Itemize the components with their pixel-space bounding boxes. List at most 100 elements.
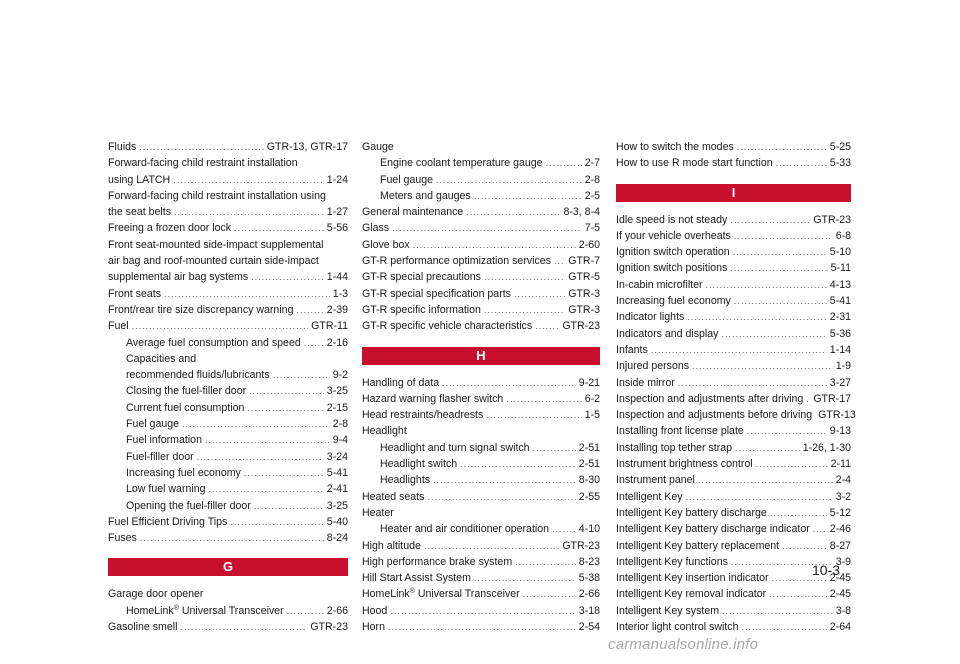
entry-page-ref[interactable]: 5-10 bbox=[829, 246, 851, 259]
entry-page-ref[interactable]: 9-4 bbox=[332, 434, 348, 447]
index-entry[interactable]: Headlight and turn signal switch 2-51 bbox=[362, 440, 600, 456]
entry-page-ref[interactable]: 1-14 bbox=[829, 343, 851, 356]
index-entry[interactable]: Headlight switch 2-51 bbox=[362, 456, 600, 472]
entry-page-ref[interactable]: 2-15 bbox=[326, 401, 348, 414]
entry-page-ref[interactable]: GTR-13 bbox=[818, 409, 856, 422]
index-entry[interactable]: Ignition switch operation 5-10 bbox=[616, 244, 851, 260]
index-entry[interactable]: Capacities and bbox=[108, 351, 348, 367]
entry-page-ref[interactable]: 6-8 bbox=[835, 229, 851, 242]
entry-page-ref[interactable]: 2-45 bbox=[829, 572, 851, 585]
index-entry[interactable]: Glove box 2-60 bbox=[362, 237, 600, 253]
entry-page-ref[interactable]: 4-13 bbox=[829, 278, 851, 291]
index-entry[interactable]: Fuel gauge 2-8 bbox=[108, 416, 348, 432]
index-entry[interactable]: Intelligent Key functions 3-9 bbox=[616, 554, 851, 570]
entry-page-ref[interactable]: 2-51 bbox=[578, 458, 600, 471]
entry-page-ref[interactable]: 2-8 bbox=[584, 173, 600, 186]
index-entry[interactable]: Average fuel consumption and speed 2-16 bbox=[108, 335, 348, 351]
index-entry[interactable]: Ignition switch positions 5-11 bbox=[616, 260, 851, 276]
entry-page-ref[interactable]: 2-41 bbox=[326, 483, 348, 496]
entry-page-ref[interactable]: 3-25 bbox=[326, 385, 348, 398]
entry-page-ref[interactable]: GTR-23 bbox=[562, 539, 600, 552]
entry-page-ref[interactable]: 1-3 bbox=[332, 287, 348, 300]
entry-page-ref[interactable]: 3-2 bbox=[835, 490, 851, 503]
entry-page-ref[interactable]: 5-25 bbox=[829, 141, 851, 153]
index-entry[interactable]: Installing top tether strap 1-26, 1-30 bbox=[616, 440, 851, 456]
index-entry[interactable]: Horn 2-54 bbox=[362, 619, 600, 635]
index-entry[interactable]: Closing the fuel-filler door 3-25 bbox=[108, 383, 348, 399]
entry-page-ref[interactable]: 2-7 bbox=[584, 157, 600, 170]
entry-page-ref[interactable]: 4-10 bbox=[578, 523, 600, 536]
entry-page-ref[interactable]: 1-5 bbox=[584, 409, 600, 422]
index-entry[interactable]: Intelligent Key removal indicator 2-45 bbox=[616, 586, 851, 602]
entry-page-ref[interactable]: GTR-23 bbox=[562, 320, 600, 333]
index-entry[interactable]: Inspection and adjustments before drivin… bbox=[616, 407, 856, 423]
entry-page-ref[interactable]: GTR-23 bbox=[310, 621, 348, 634]
index-entry[interactable]: Glass 7-5 bbox=[362, 220, 600, 236]
index-entry[interactable]: Inside mirror 3-27 bbox=[616, 375, 851, 391]
index-entry[interactable]: using LATCH 1-24 bbox=[108, 172, 348, 188]
entry-page-ref[interactable]: 2-66 bbox=[578, 588, 600, 601]
index-entry[interactable]: Gauge bbox=[362, 139, 600, 155]
entry-page-ref[interactable]: 6-2 bbox=[584, 392, 600, 405]
index-entry[interactable]: GT-R specific vehicle characteristics GTR… bbox=[362, 318, 600, 334]
index-entry[interactable]: the seat belts 1-27 bbox=[108, 204, 348, 220]
index-entry[interactable]: Increasing fuel economy 5-41 bbox=[108, 465, 348, 481]
entry-page-ref[interactable]: 3-27 bbox=[829, 376, 851, 389]
index-entry[interactable]: Fuel GTR-11 bbox=[108, 318, 348, 334]
index-entry[interactable]: Heater bbox=[362, 505, 600, 521]
index-entry[interactable]: Intelligent Key system 3-8 bbox=[616, 603, 851, 619]
index-entry[interactable]: Heater and air conditioner operation 4-10 bbox=[362, 521, 600, 537]
index-entry[interactable]: Heated seats 2-55 bbox=[362, 489, 600, 505]
entry-page-ref[interactable]: GTR-7 bbox=[568, 255, 600, 268]
entry-page-ref[interactable]: GTR-3 bbox=[568, 287, 600, 300]
index-entry[interactable]: Intelligent Key 3-2 bbox=[616, 489, 851, 505]
entry-page-ref[interactable]: 1-24 bbox=[326, 173, 348, 186]
index-entry[interactable]: Freeing a frozen door lock 5-56 bbox=[108, 220, 348, 236]
index-entry[interactable]: Garage door opener bbox=[108, 586, 348, 602]
entry-page-ref[interactable]: 2-11 bbox=[830, 458, 851, 471]
index-entry[interactable]: If your vehicle overheats 6-8 bbox=[616, 228, 851, 244]
entry-page-ref[interactable]: 2-66 bbox=[326, 604, 348, 617]
index-entry[interactable]: Front seat-mounted side-impact supplemen… bbox=[108, 237, 348, 253]
entry-page-ref[interactable]: 2-39 bbox=[326, 303, 348, 316]
entry-page-ref[interactable]: 2-5 bbox=[584, 189, 600, 202]
index-entry[interactable]: Intelligent Key battery replacement 8-27 bbox=[616, 538, 851, 554]
index-entry[interactable]: supplemental air bag systems 1-44 bbox=[108, 269, 348, 285]
entry-page-ref[interactable]: 5-41 bbox=[326, 466, 348, 479]
entry-page-ref[interactable]: 2-31 bbox=[829, 311, 851, 324]
index-entry[interactable]: Fuel Efficient Driving Tips 5-40 bbox=[108, 514, 348, 530]
index-entry[interactable]: Head restraints/headrests 1-5 bbox=[362, 407, 600, 423]
index-entry[interactable]: HomeLink® Universal Transceiver 2-66 bbox=[108, 603, 348, 619]
index-entry[interactable]: Forward-facing child restraint installat… bbox=[108, 188, 348, 204]
entry-page-ref[interactable]: 2-55 bbox=[578, 490, 600, 503]
index-entry[interactable]: Idle speed is not steady GTR-23 bbox=[616, 212, 851, 228]
index-entry[interactable]: Fuel-filler door 3-24 bbox=[108, 449, 348, 465]
index-entry[interactable]: Instrument panel 2-4 bbox=[616, 472, 851, 488]
index-entry[interactable]: Intelligent Key battery discharge indica… bbox=[616, 521, 851, 537]
index-entry[interactable]: In-cabin microfilter 4-13 bbox=[616, 277, 851, 293]
index-entry[interactable]: Intelligent Key battery discharge 5-12 bbox=[616, 505, 851, 521]
index-entry[interactable]: GT-R specific information GTR-3 bbox=[362, 302, 600, 318]
index-entry[interactable]: Opening the fuel-filler door 3-25 bbox=[108, 498, 348, 514]
entry-page-ref[interactable]: 2-51 bbox=[578, 441, 600, 454]
index-entry[interactable]: Meters and gauges 2-5 bbox=[362, 188, 600, 204]
entry-page-ref[interactable]: 2-60 bbox=[578, 238, 600, 251]
index-entry[interactable]: Fuel information 9-4 bbox=[108, 432, 348, 448]
entry-page-ref[interactable]: 2-54 bbox=[578, 621, 600, 634]
entry-page-ref[interactable]: 1-26, 1-30 bbox=[802, 441, 851, 454]
entry-page-ref[interactable]: 5-41 bbox=[829, 295, 851, 308]
entry-page-ref[interactable]: 1-44 bbox=[326, 271, 348, 284]
index-entry[interactable]: Front seats 1-3 bbox=[108, 286, 348, 302]
entry-page-ref[interactable]: 8-3, 8-4 bbox=[563, 206, 600, 219]
index-entry[interactable]: Interior light control switch 2-64 bbox=[616, 619, 851, 635]
index-entry[interactable]: Increasing fuel economy 5-41 bbox=[616, 293, 851, 309]
index-entry[interactable]: How to use R mode start function 5-33 bbox=[616, 155, 851, 171]
entry-page-ref[interactable]: 2-64 bbox=[829, 621, 851, 634]
index-entry[interactable]: Handling of data 9-21 bbox=[362, 375, 600, 391]
entry-page-ref[interactable]: 8-23 bbox=[578, 555, 600, 568]
entry-page-ref[interactable]: GTR-23 bbox=[813, 213, 851, 226]
entry-page-ref[interactable]: 1-27 bbox=[326, 206, 348, 219]
index-entry[interactable]: Low fuel warning 2-41 bbox=[108, 481, 348, 497]
entry-page-ref[interactable]: 9-2 bbox=[332, 369, 348, 382]
entry-page-ref[interactable]: 5-40 bbox=[326, 515, 348, 528]
